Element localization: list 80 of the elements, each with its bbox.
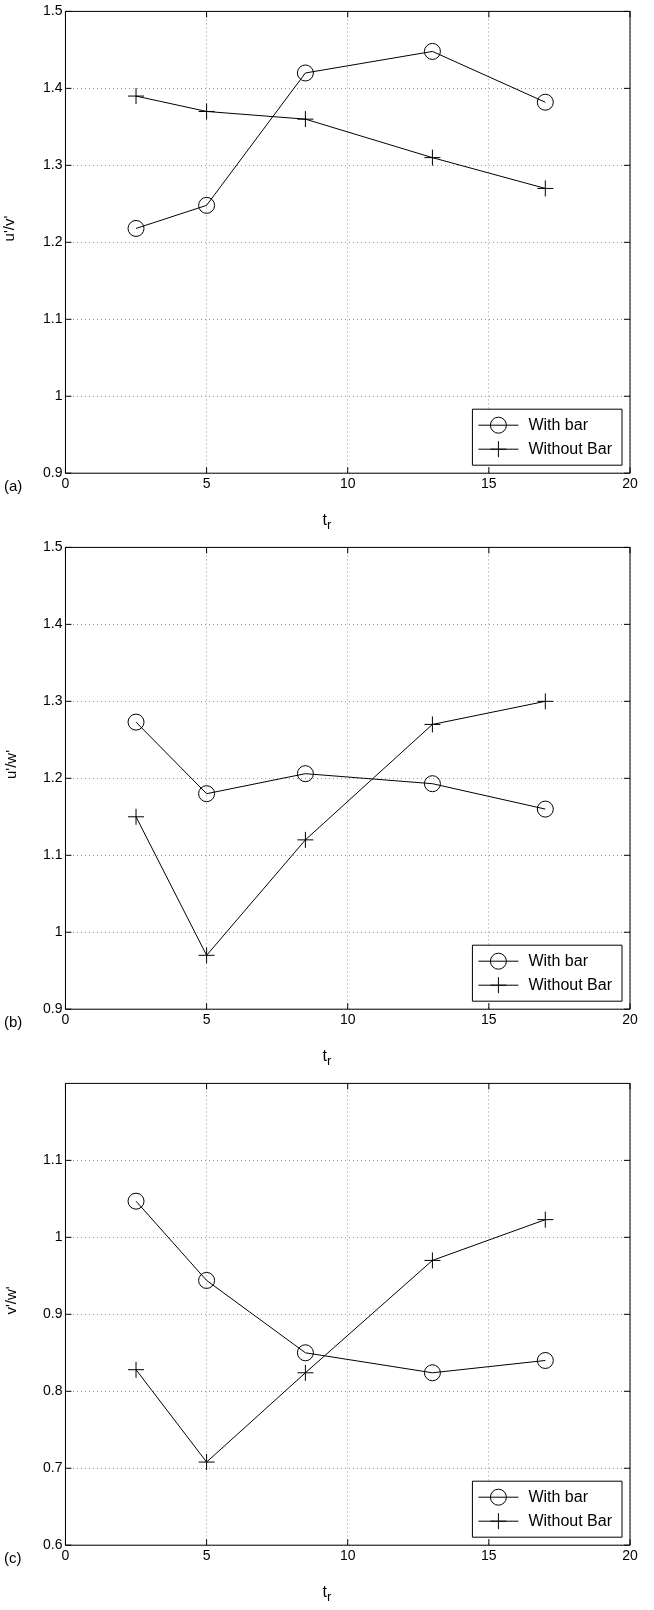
point <box>127 808 145 826</box>
y-tick-label: 1.4 <box>42 79 63 96</box>
x-axis-title: t$_{r}$ <box>321 510 333 532</box>
x-tick-label: 20 <box>622 475 638 492</box>
y-tick-label: 0.8 <box>42 1382 63 1399</box>
x-tick-label: 5 <box>202 1547 211 1564</box>
y-tick-label: 1.1 <box>42 846 63 863</box>
point <box>198 196 216 214</box>
text: (c) <box>4 1549 22 1566</box>
text: (b) <box>4 1013 23 1030</box>
x-axis-title: t$_{r}$ <box>321 1046 333 1068</box>
legend-label: Without Bar <box>528 439 613 457</box>
point <box>198 102 216 120</box>
x-tick-label: 10 <box>339 1547 356 1564</box>
point <box>296 1364 314 1382</box>
x-tick-label: 20 <box>622 1011 638 1028</box>
point <box>536 179 554 197</box>
y-tick-label: 0.7 <box>42 1459 63 1476</box>
x-tick-label: 10 <box>339 1011 356 1028</box>
y-tick-label: 0.9 <box>42 1305 63 1322</box>
x-tick-label: 0 <box>61 1011 70 1028</box>
y-axis-title: u'/w' <box>2 749 20 780</box>
point <box>127 87 145 105</box>
y-tick-label: 0.9 <box>42 1000 63 1017</box>
point <box>198 1453 216 1471</box>
x-axis-title: t$_{r}$ <box>321 1582 333 1604</box>
point <box>198 785 216 803</box>
point <box>536 692 554 710</box>
y-tick-label: 1 <box>54 1228 63 1245</box>
y-tick-label: 1 <box>54 387 63 404</box>
legend-label: Without Bar <box>528 1511 613 1529</box>
y-tick-label: 1.3 <box>42 692 63 709</box>
legend-label: With bar <box>528 415 589 433</box>
point <box>296 765 314 783</box>
y-tick-label: 1.3 <box>42 156 63 173</box>
point <box>198 946 216 964</box>
legend-label: With bar <box>528 1487 589 1505</box>
legend-label: With bar <box>528 951 589 969</box>
point <box>423 1251 441 1269</box>
x-tick-label: 15 <box>481 1547 497 1564</box>
y-tick-label: 0.6 <box>42 1536 63 1553</box>
point <box>198 1271 216 1289</box>
point <box>296 64 314 82</box>
y-tick-label: 1.2 <box>42 233 63 250</box>
x-tick-label: 0 <box>61 475 70 492</box>
point <box>423 1364 441 1382</box>
x-tick-label: 5 <box>202 475 211 492</box>
point <box>296 110 314 128</box>
x-tick-label: 20 <box>622 1547 638 1564</box>
y-axis-title: u'/v' <box>0 215 18 242</box>
legend-label: Without Bar <box>528 975 613 993</box>
x-tick-label: 10 <box>339 475 356 492</box>
point <box>127 219 145 237</box>
point <box>536 93 554 111</box>
point <box>536 1351 554 1369</box>
y-tick-label: 0.9 <box>42 464 63 481</box>
y-tick-label: 1.1 <box>42 310 63 327</box>
y-tick-label: 1.2 <box>42 769 63 786</box>
y-axis-title: v'/w' <box>1 1286 19 1315</box>
x-tick-label: 0 <box>61 1547 70 1564</box>
y-tick-label: 1 <box>54 923 63 940</box>
point <box>423 42 441 60</box>
point <box>423 715 441 733</box>
x-tick-label: 15 <box>481 475 497 492</box>
y-tick-label: 1.5 <box>42 2 63 19</box>
point <box>536 1211 554 1229</box>
point <box>296 1344 314 1362</box>
x-tick-label: 15 <box>481 1011 497 1028</box>
point <box>127 1361 145 1379</box>
point <box>296 831 314 849</box>
point <box>423 775 441 793</box>
y-tick-label: 1.4 <box>42 615 63 632</box>
y-tick-label: 1.5 <box>42 538 63 555</box>
y-tick-label: 1.1 <box>42 1151 63 1168</box>
text: (a) <box>4 477 23 494</box>
point <box>127 1192 145 1210</box>
x-tick-label: 5 <box>202 1011 211 1028</box>
point <box>127 713 145 731</box>
point <box>536 800 554 818</box>
point <box>423 149 441 167</box>
